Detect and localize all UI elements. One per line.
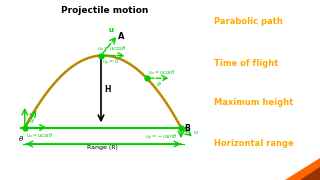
Text: $\theta$: $\theta$ [18,134,24,143]
Text: Maximum height: Maximum height [214,98,293,107]
Text: Range (R): Range (R) [87,145,118,150]
Text: Horizontal range: Horizontal range [214,140,294,148]
Text: Time of flight: Time of flight [214,58,278,68]
Text: Parabolic path: Parabolic path [214,17,283,26]
Polygon shape [300,167,320,180]
Text: H: H [104,84,110,93]
Text: u: u [108,26,114,33]
Text: $\theta$: $\theta$ [156,80,162,88]
Text: $u_x = ucos\theta$: $u_x = ucos\theta$ [148,68,175,77]
Polygon shape [285,158,320,180]
Text: $u_y = 0$: $u_y = 0$ [102,57,119,68]
Text: Projectile motion: Projectile motion [61,6,148,15]
Text: B: B [184,124,190,133]
Text: $u_y = -usin\theta$: $u_y = -usin\theta$ [145,132,177,143]
Text: $u_x = ucos\theta$: $u_x = ucos\theta$ [26,131,53,140]
Text: $\theta$: $\theta$ [29,117,35,125]
Text: u: u [193,130,197,135]
Text: $u_x = ucos\theta$: $u_x = ucos\theta$ [97,44,126,53]
Text: A: A [118,32,124,41]
